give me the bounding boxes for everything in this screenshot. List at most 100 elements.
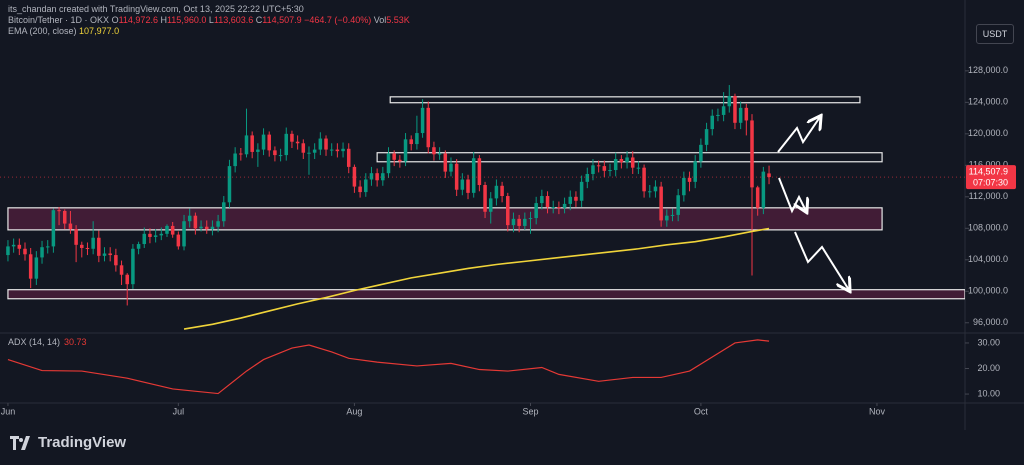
candle-body [284,133,289,156]
candle-body [517,218,521,226]
candle-body [648,191,652,193]
candle-body [153,235,158,237]
candle-body [256,149,260,152]
y-tick-label: 124,000.0 [968,97,1008,107]
candle-body [329,149,334,151]
y-tick-label: 96,000.0 [973,317,1008,327]
candle-body [68,223,73,230]
currency-button[interactable]: USDT [976,24,1014,44]
candle-body [500,185,504,197]
candle-body [375,173,379,181]
candle-body [131,248,135,285]
axes: 128,000.0 124,000.0 120,000.0 116,000.0 112,… [1,65,1016,416]
y-tick-label: 116,000.0 [969,160,1008,170]
candle-body [45,246,50,248]
candle-body [761,171,766,208]
candle-body [108,253,112,256]
x-tick-label: Oct [694,406,709,416]
price-tag [966,165,1016,190]
candle-body [176,234,181,247]
candle-body [312,149,317,153]
candle-body [102,253,107,256]
zone [389,96,861,104]
candle-body [494,185,499,199]
candle-body [693,161,697,182]
candle-body [267,134,271,151]
candle-body [630,157,635,168]
candle-body [755,187,760,208]
adx-pane: ADX (14, 14) 30.73 [7,337,770,395]
candle-body [170,225,175,235]
candle-body [466,179,470,193]
candle-body [449,163,453,172]
candle-body [28,254,33,279]
y-tick-label: 104,000.0 [968,254,1008,264]
candle-body [398,159,402,162]
symbol: Bitcoin/Tether · 1D · OKX [8,15,110,25]
x-tick-label: Jul [173,406,185,416]
candle-body [750,120,754,188]
candle-body [670,214,675,216]
candle-body [307,152,311,154]
y-tick-label: 120,000.0 [968,128,1008,138]
ohlc-key: O [111,15,119,25]
ema-value: 107,977.0 [79,26,120,36]
y-tick-label: 10.00 [977,388,1000,398]
candle-body [767,173,771,178]
candle-body [324,138,328,150]
brand: TradingView [10,434,126,451]
candle-body [34,257,39,279]
candle-body [613,159,618,171]
candle-body [460,179,465,190]
candle-body [568,196,573,204]
candle-body [676,195,680,215]
candle-body [625,157,629,163]
adx-value: 30.73 [64,337,87,347]
y-tick-label: 108,000.0 [968,223,1008,233]
candle-body [608,170,612,172]
candle-body [261,134,266,150]
candle-body [534,203,538,219]
zone [7,289,965,300]
candle-body [636,167,641,169]
ema-line: EMA (200, close) 107,977.0 [8,26,410,37]
zone [376,152,883,163]
candle-body [352,166,357,187]
candle-body [295,141,300,144]
candle-body [210,226,215,230]
y-tick-label: 128,000.0 [968,65,1008,75]
candle-body [727,96,732,107]
price-tag-label: 114,507.9 [969,166,1008,176]
candle-body [540,196,544,204]
candle-body [74,229,78,245]
candle-body [409,139,413,145]
candle-body [415,133,419,145]
candle-body [392,153,396,160]
x-tick-label: Nov [869,406,886,416]
candle-body [80,244,84,248]
ohlc-key: C [255,15,263,25]
candle-body [11,244,16,247]
brand-logo [10,435,30,450]
candle-body [699,144,703,162]
candle-body [301,143,306,153]
candle-body [278,155,283,157]
y-tick-label: 112,000.0 [969,191,1008,201]
candle-body [562,203,567,208]
candle-body [187,215,192,222]
candle-body [114,255,118,266]
candle-body [119,265,124,275]
candle-body [290,133,294,142]
candle-body [244,135,249,155]
candle-body [125,274,129,285]
ohlc-value: 115,960.0 [166,15,207,25]
candle-body [250,135,254,152]
candle-body [437,153,442,155]
adx-line [7,339,770,395]
countdown: 07:07:30 [973,177,1008,187]
candle-body [364,179,368,193]
candle-body [40,247,44,258]
ema-name: EMA (200, close) [8,26,77,36]
candle-body [216,221,220,227]
candle-body [273,150,277,156]
